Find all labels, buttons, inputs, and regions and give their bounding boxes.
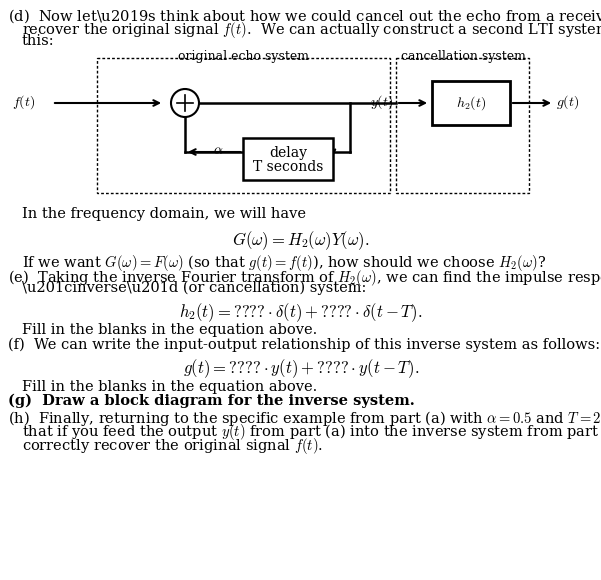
- Text: original echo system: original echo system: [177, 50, 308, 63]
- Text: $h_2(t) = ???? \cdot \delta(t) + ???? \cdot \delta(t - T).$: $h_2(t) = ???? \cdot \delta(t) + ???? \c…: [179, 301, 423, 324]
- Text: $y(t)$: $y(t)$: [370, 93, 393, 111]
- Text: correctly recover the original signal $f(t)$.: correctly recover the original signal $f…: [22, 436, 323, 455]
- Circle shape: [171, 89, 199, 117]
- Bar: [243, 138, 333, 180]
- Text: In the frequency domain, we will have: In the frequency domain, we will have: [22, 207, 306, 221]
- Bar: [97, 58, 390, 193]
- Bar: [432, 81, 510, 125]
- Text: (h)  Finally, returning to the specific example from part (a) with $\alpha = 0.5: (h) Finally, returning to the specific e…: [8, 408, 601, 427]
- Text: $G(\omega) = H_2(\omega)Y(\omega).$: $G(\omega) = H_2(\omega)Y(\omega).$: [232, 229, 370, 252]
- Text: delay: delay: [269, 146, 307, 160]
- Bar: [396, 58, 529, 193]
- Text: $\alpha$: $\alpha$: [213, 143, 224, 157]
- Text: $f(t)$: $f(t)$: [12, 93, 35, 111]
- Text: this:: this:: [22, 34, 55, 48]
- Text: $g(t)$: $g(t)$: [556, 93, 579, 111]
- Text: $g(t) = ???? \cdot y(t) + ???? \cdot y(t - T).$: $g(t) = ???? \cdot y(t) + ???? \cdot y(t…: [183, 357, 419, 380]
- Text: $h_2(t)$: $h_2(t)$: [456, 94, 486, 112]
- Text: (g)  Draw a block diagram for the inverse system.: (g) Draw a block diagram for the inverse…: [8, 394, 415, 408]
- Text: recover the original signal $f(t)$.  We can actually construct a second LTI syst: recover the original signal $f(t)$. We c…: [22, 20, 601, 41]
- Text: If we want $G(\omega) = F(\omega)$ (so that $g(t) = f(t)$), how should we choose: If we want $G(\omega) = F(\omega)$ (so t…: [22, 253, 546, 273]
- Text: T seconds: T seconds: [253, 160, 323, 174]
- Text: (d)  Now let\u2019s think about how we could cancel out the echo from a received: (d) Now let\u2019s think about how we co…: [8, 7, 601, 27]
- Text: Fill in the blanks in the equation above.: Fill in the blanks in the equation above…: [22, 323, 317, 337]
- Text: (f)  We can write the input-output relationship of this inverse system as follow: (f) We can write the input-output relati…: [8, 338, 600, 352]
- Text: Fill in the blanks in the equation above.: Fill in the blanks in the equation above…: [22, 379, 317, 393]
- Text: (e)  Taking the inverse Fourier transform of $H_2(\omega)$, we can find the impu: (e) Taking the inverse Fourier transform…: [8, 267, 601, 288]
- Text: \u201cinverse\u201d (or cancellation) system:: \u201cinverse\u201d (or cancellation) sy…: [22, 281, 367, 295]
- Text: cancellation system: cancellation system: [400, 50, 525, 63]
- Text: that if you feed the output $y(t)$ from part (a) into the inverse system from pa: that if you feed the output $y(t)$ from …: [22, 422, 601, 442]
